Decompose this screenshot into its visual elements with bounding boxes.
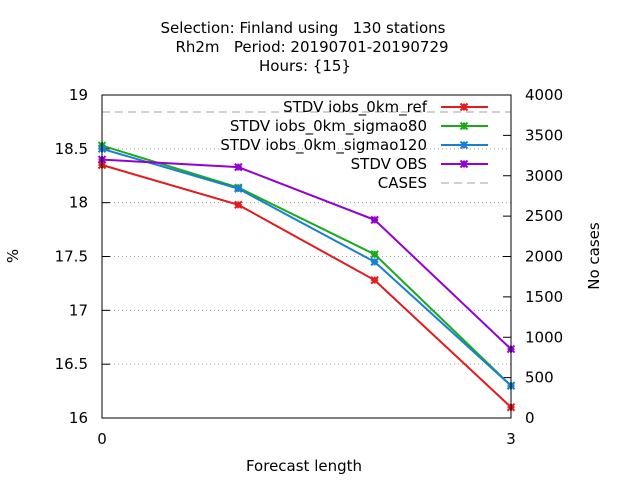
series-lines (97, 111, 516, 412)
y2-tick-label: 3000 (525, 167, 563, 185)
legend-label: STDV OBS (351, 155, 427, 173)
x-axis-label: Forecast length (246, 457, 362, 475)
series-line (101, 144, 512, 387)
data-point-marker (234, 184, 243, 193)
y-tick-label: 19 (69, 86, 88, 104)
plot-frame (101, 94, 512, 419)
y2-tick-label: 4000 (525, 86, 563, 104)
legend-label: STDV iobs_0km_sigmao120 (220, 136, 427, 155)
y2-tick-label: 500 (525, 369, 554, 387)
y-tick-label: 18.5 (55, 140, 88, 158)
y-tick-label: 18 (69, 194, 88, 212)
y2-tick-label: 1500 (525, 288, 563, 306)
data-point-marker (370, 215, 379, 225)
data-point-marker (370, 275, 379, 285)
y-tick-label: 16.5 (55, 355, 88, 373)
y-axis-label: % (4, 249, 22, 263)
series-line (101, 164, 512, 408)
legend-label: STDV iobs_0km_sigmao80 (230, 117, 427, 136)
y2-tick-label: 0 (525, 409, 535, 427)
y-tick-label: 16 (69, 409, 88, 427)
title-line-1: Selection: Finland using 130 stations (161, 19, 446, 37)
data-point-marker (459, 121, 469, 131)
grid-lines (102, 148, 511, 365)
data-point-marker (234, 200, 243, 210)
x-tick-label: 3 (506, 430, 516, 448)
legend-label: CASES (378, 174, 427, 192)
series-line (101, 158, 512, 350)
series-line (101, 147, 512, 387)
legend-label: STDV iobs_0km_ref (283, 98, 428, 117)
y-tick-label: 17.5 (55, 248, 88, 266)
y2-tick-label: 2000 (525, 248, 563, 266)
data-point-marker (459, 140, 469, 150)
y2-tick-label: 1000 (525, 328, 563, 346)
title-line-2: Rh2m Period: 20190701-20190729 (175, 38, 448, 56)
x-tick-label: 0 (97, 430, 107, 448)
data-point-marker (459, 102, 469, 112)
chart-title: Selection: Finland using 130 stations Rh… (161, 19, 449, 75)
data-point-marker (370, 257, 379, 267)
title-line-3: Hours: {15} (259, 57, 351, 75)
axis-ticks: 16 16.5 17 17.5 18 18.5 19 0 500 1000 1500 2000 2500… (55, 86, 564, 448)
data-point-marker (370, 250, 379, 259)
y-tick-label: 17 (69, 301, 88, 319)
y2-axis-label: No cases (585, 222, 603, 290)
y2-tick-label: 3500 (525, 126, 563, 144)
data-point-marker (234, 162, 243, 172)
data-point-marker (459, 159, 469, 169)
y2-tick-label: 2500 (525, 207, 563, 225)
